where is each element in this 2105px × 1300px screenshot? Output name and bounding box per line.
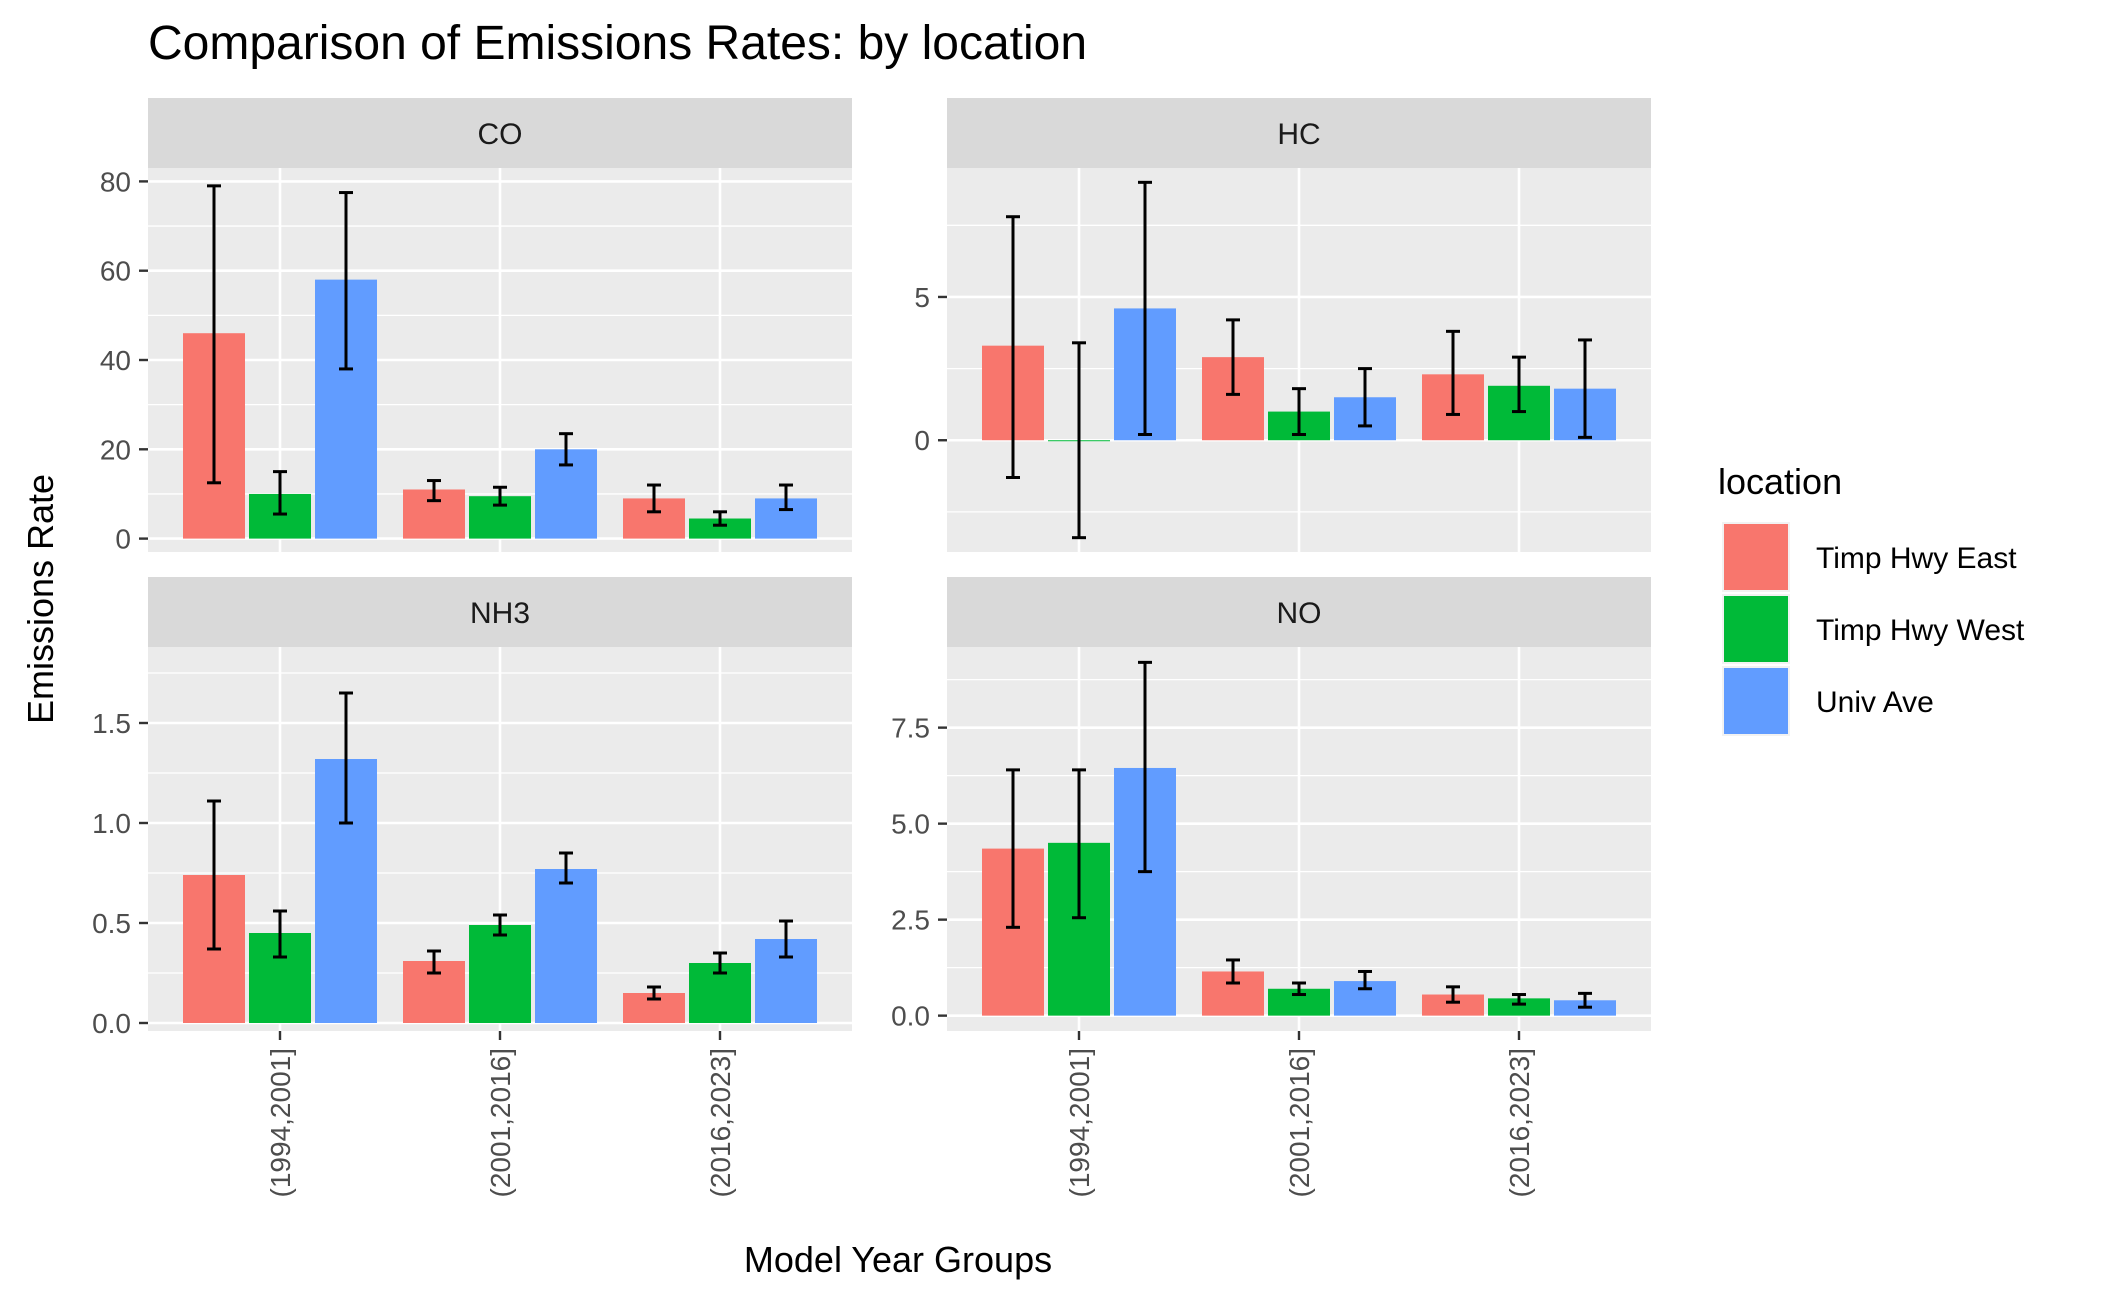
facet-strip [947, 98, 1651, 168]
error-bar-timp-hwy-east-1 [207, 184, 221, 485]
error-bar-timp-hwy-west-1 [1072, 341, 1086, 540]
error-bar-univ-ave-3 [1578, 991, 1592, 1009]
facet-panel-no: NO 0.0 2.5 5.0 7.5 (1994,2001] (2001,2016] (201… [891, 577, 1651, 1197]
error-bar-timp-hwy-west-1 [273, 909, 287, 959]
x-axis-title: Model Year Groups [744, 1239, 1052, 1280]
error-bar-timp-hwy-west-3 [713, 951, 727, 975]
legend-key-swatch [1724, 668, 1788, 734]
y-tick-label: 5.0 [891, 809, 930, 840]
chart-title: Comparison of Emissions Rates: by locati… [148, 17, 1087, 70]
facet-strip [148, 577, 852, 647]
y-tick-label: 2.5 [891, 905, 930, 936]
bar-timp-hwy-west-3 [1488, 998, 1550, 1016]
y-tick-label: 60 [100, 256, 131, 287]
error-bar-univ-ave-1 [1138, 660, 1152, 874]
error-bar-timp-hwy-east-2 [427, 479, 441, 503]
error-bar-timp-hwy-west-1 [1072, 768, 1086, 920]
error-bar-univ-ave-2 [559, 851, 573, 885]
error-bar-univ-ave-1 [339, 691, 353, 825]
error-bar-univ-ave-3 [779, 919, 793, 959]
y-axis-title: Emissions Rate [20, 474, 61, 724]
error-bar-univ-ave-2 [559, 432, 573, 467]
y-tick-label: 0 [115, 524, 131, 555]
y-tick-label: 1.0 [92, 808, 131, 839]
y-tick-label: 0.0 [92, 1008, 131, 1039]
x-tick-label: (2001,2016] [485, 1048, 516, 1197]
error-bar-timp-hwy-west-1 [273, 470, 287, 516]
error-bar-timp-hwy-west-2 [1292, 387, 1306, 437]
error-bar-univ-ave-3 [779, 483, 793, 512]
error-bar-timp-hwy-east-2 [427, 949, 441, 975]
error-bar-timp-hwy-east-1 [1006, 768, 1020, 929]
legend-label: Timp Hwy West [1816, 614, 2025, 647]
facet-strip-label: HC [1277, 118, 1320, 151]
facet-strip [148, 98, 852, 168]
x-tick-label: (2016,2023] [705, 1048, 736, 1197]
x-tick-label: (1994,2001] [1064, 1048, 1095, 1197]
legend-entry-timp-hwy-west: Timp Hwy West [1722, 594, 2025, 664]
error-bar-timp-hwy-west-3 [1512, 993, 1526, 1006]
error-bar-timp-hwy-east-2 [1226, 318, 1240, 396]
bar-univ-ave-2 [535, 869, 597, 1023]
error-bar-timp-hwy-east-3 [647, 985, 661, 1001]
legend-entry-timp-hwy-east: Timp Hwy East [1722, 522, 2017, 592]
error-bar-timp-hwy-east-3 [1446, 329, 1460, 416]
legend-label: Univ Ave [1816, 686, 1934, 719]
legend-label: Timp Hwy East [1816, 542, 2017, 575]
y-tick-label: 1.5 [92, 708, 131, 739]
facet-strip-label: NH3 [470, 597, 530, 630]
x-tick-label: (2016,2023] [1504, 1048, 1535, 1197]
y-tick-label: 80 [100, 166, 131, 197]
legend-title: location [1718, 461, 1842, 502]
error-bar-univ-ave-1 [1138, 180, 1152, 437]
error-bar-timp-hwy-east-3 [1446, 985, 1460, 1004]
legend-key-swatch [1724, 596, 1788, 662]
facet-panel-nh3: NH3 0.0 0.5 1.0 1.5 (1994,2001] (2001,2016] (20… [92, 577, 852, 1197]
error-bar-timp-hwy-west-2 [493, 485, 507, 507]
facet-panels: CO 0 20 40 60 80 HC 0 5 NH3 0.0 0.5 1.0 1.5 (1994,2001… [92, 98, 1651, 1197]
error-bar-univ-ave-2 [1358, 969, 1372, 991]
error-bar-timp-hwy-east-1 [207, 799, 221, 951]
y-tick-label: 20 [100, 434, 131, 465]
bar-timp-hwy-west-3 [689, 518, 751, 539]
bar-timp-hwy-west-2 [469, 925, 531, 1023]
y-tick-label: 0 [914, 425, 930, 456]
facet-panel-hc: HC 0 5 [914, 98, 1651, 552]
error-bar-univ-ave-3 [1578, 338, 1592, 439]
error-bar-univ-ave-2 [1358, 367, 1372, 428]
error-bar-univ-ave-1 [339, 191, 353, 371]
facet-strip-label: CO [478, 118, 523, 151]
legend: location Timp Hwy East Timp Hwy West Univ … [1718, 461, 2025, 736]
facet-strip-label: NO [1277, 597, 1322, 630]
facet-strip [947, 577, 1651, 647]
error-bar-timp-hwy-west-2 [493, 913, 507, 937]
y-tick-label: 0.5 [92, 908, 131, 939]
error-bar-timp-hwy-west-2 [1292, 981, 1306, 997]
error-bar-timp-hwy-east-1 [1006, 215, 1020, 479]
error-bar-timp-hwy-west-3 [1512, 355, 1526, 414]
legend-entry-univ-ave: Univ Ave [1722, 666, 1934, 736]
x-tick-label: (1994,2001] [265, 1048, 296, 1197]
x-tick-label: (2001,2016] [1284, 1048, 1315, 1197]
bar-timp-hwy-east-3 [1422, 994, 1484, 1016]
facet-panel-co: CO 0 20 40 60 80 [100, 98, 852, 555]
y-tick-label: 40 [100, 345, 131, 376]
y-tick-label: 0.0 [891, 1001, 930, 1032]
y-tick-label: 7.5 [891, 713, 930, 744]
error-bar-timp-hwy-east-2 [1226, 958, 1240, 985]
legend-key-swatch [1724, 524, 1788, 590]
y-tick-label: 5 [914, 282, 930, 313]
error-bar-timp-hwy-east-3 [647, 483, 661, 514]
error-bar-timp-hwy-west-3 [713, 510, 727, 527]
